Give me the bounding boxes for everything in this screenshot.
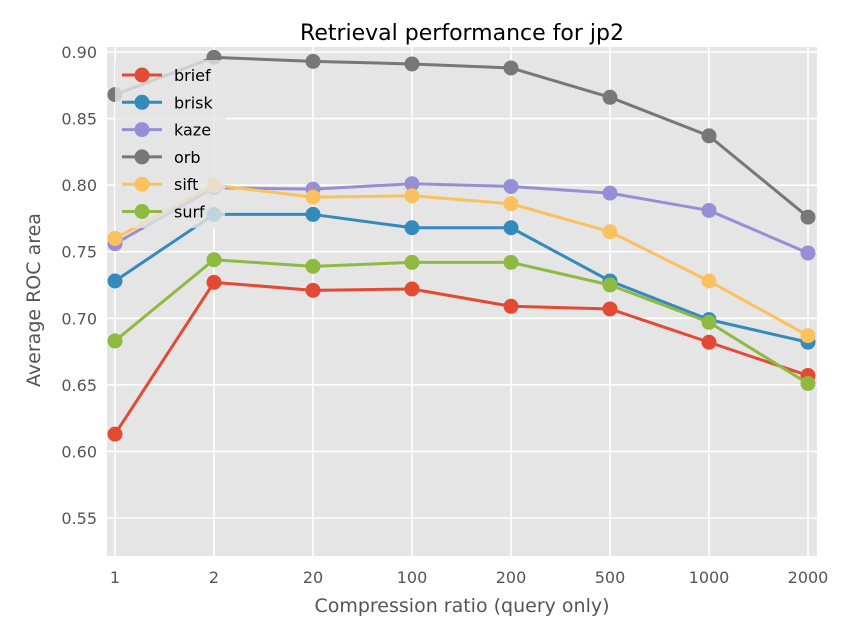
- x-tick-label: 20: [303, 568, 323, 587]
- legend-item-orb: orb: [122, 148, 201, 167]
- legend-item-brisk: brisk: [122, 93, 214, 112]
- y-tick-label: 0.55: [61, 509, 97, 528]
- data-point-surf: [404, 254, 420, 270]
- legend-marker-brief: [134, 67, 150, 83]
- legend-item-surf: surf: [122, 203, 205, 222]
- data-point-brief: [701, 334, 717, 350]
- data-point-surf: [800, 376, 816, 392]
- series-line-brisk: [114, 212, 809, 344]
- legend-label-brisk: brisk: [174, 93, 214, 112]
- legend-label-surf: surf: [174, 203, 205, 222]
- legend-label-sift: sift: [174, 175, 198, 194]
- x-tick-label: 100: [397, 568, 428, 587]
- data-point-orb: [602, 89, 618, 105]
- y-tick-label: 0.60: [61, 442, 97, 461]
- series-line-brief: [113, 280, 809, 435]
- x-tick-label: 200: [496, 568, 527, 587]
- data-point-surf: [305, 258, 321, 274]
- data-point-sift: [107, 230, 123, 246]
- data-point-brisk: [107, 273, 123, 289]
- data-point-brisk: [503, 220, 519, 236]
- data-point-sift: [305, 189, 321, 205]
- legend: brief brisk kaze orb sift surf: [115, 60, 225, 228]
- data-point-orb: [305, 53, 321, 69]
- x-axis-label: Compression ratio (query only): [314, 595, 609, 617]
- data-point-sift: [404, 188, 420, 204]
- data-point-sift: [503, 196, 519, 212]
- data-point-orb: [503, 60, 519, 76]
- x-tick-label: 1000: [689, 568, 730, 587]
- x-tick-label: 2: [209, 568, 219, 587]
- y-tick-label: 0.75: [61, 243, 97, 262]
- y-axis-label: Average ROC area: [23, 213, 45, 387]
- chart-title: Retrieval performance for jp2: [300, 21, 624, 46]
- series-orb: [107, 49, 816, 225]
- series-brief: [107, 274, 816, 442]
- data-point-kaze: [602, 185, 618, 201]
- data-point-brief: [107, 426, 123, 442]
- series-surf: [107, 252, 816, 392]
- y-tick-labels: 0.55 0.60 0.65 0.70 0.75 0.80 0.85 0.90: [61, 43, 97, 528]
- legend-marker-brisk: [134, 94, 150, 110]
- legend-item-sift: sift: [122, 175, 198, 194]
- legend-marker-sift: [134, 176, 150, 192]
- data-point-sift: [602, 224, 618, 240]
- legend-label-brief: brief: [174, 66, 211, 85]
- data-point-surf: [107, 333, 123, 349]
- data-point-brisk: [305, 206, 321, 222]
- x-tick-label: 1: [110, 568, 120, 587]
- data-point-kaze: [404, 176, 420, 192]
- data-point-brief: [305, 282, 321, 298]
- data-point-orb: [800, 209, 816, 225]
- series-line-surf: [114, 258, 809, 385]
- data-point-kaze: [800, 245, 816, 261]
- legend-item-brief: brief: [122, 66, 211, 85]
- y-tick-label: 0.80: [61, 176, 97, 195]
- data-point-brief: [503, 298, 519, 314]
- y-tick-label: 0.85: [61, 110, 97, 129]
- data-point-brief: [206, 274, 222, 290]
- legend-label-orb: orb: [174, 148, 201, 167]
- data-point-sift: [701, 273, 717, 289]
- data-point-orb: [404, 56, 420, 72]
- legend-label-kaze: kaze: [174, 121, 211, 140]
- y-tick-label: 0.90: [61, 43, 97, 62]
- legend-marker-kaze: [134, 122, 150, 138]
- legend-marker-orb: [134, 149, 150, 165]
- data-point-surf: [602, 277, 618, 293]
- series-line-orb: [114, 55, 809, 219]
- series-line-sift: [114, 183, 809, 337]
- x-tick-labels: 1 2 20 100 200 500 1000 2000: [110, 568, 828, 587]
- data-point-orb: [701, 128, 717, 144]
- y-tick-label: 0.65: [61, 376, 97, 395]
- data-point-brief: [602, 301, 618, 317]
- legend-item-kaze: kaze: [122, 121, 211, 140]
- data-point-kaze: [503, 178, 519, 194]
- data-point-brisk: [404, 220, 420, 236]
- data-point-surf: [206, 252, 222, 268]
- legend-box: [115, 60, 225, 228]
- x-tick-label: 500: [595, 568, 626, 587]
- data-point-sift: [800, 328, 816, 344]
- x-tick-label: 2000: [788, 568, 829, 587]
- data-point-brief: [404, 281, 420, 297]
- legend-marker-surf: [134, 204, 150, 219]
- data-point-surf: [701, 314, 717, 330]
- data-point-surf: [503, 254, 519, 270]
- data-point-kaze: [701, 202, 717, 218]
- y-tick-label: 0.70: [61, 309, 97, 328]
